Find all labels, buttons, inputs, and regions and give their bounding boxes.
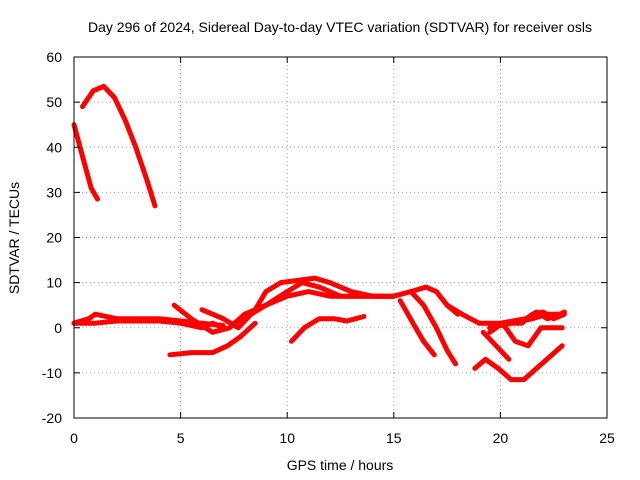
x-tick-label: 0 — [70, 430, 78, 446]
axis-ticks: 0 5 10 15 20 25 -20 -10 0 10 20 30 40 50 60 — [42, 49, 615, 446]
y-tick-label: 20 — [46, 230, 62, 246]
x-tick-label: 25 — [599, 430, 615, 446]
series-line-s13 — [472, 343, 565, 383]
series-line-s16 — [497, 309, 567, 326]
series-line-s7 — [231, 284, 461, 326]
y-tick-label: 10 — [46, 275, 62, 291]
x-tick-label: 10 — [279, 430, 295, 446]
series-line-s4 — [71, 318, 226, 331]
y-tick-label: 30 — [46, 184, 62, 200]
x-tick-label: 20 — [493, 430, 509, 446]
y-axis-label: SDTVAR / TECUs — [6, 182, 22, 294]
series-line-s1 — [71, 122, 100, 202]
series-line-s17 — [480, 329, 512, 362]
series-line-s6 — [199, 275, 397, 331]
series-line-s11 — [408, 289, 459, 367]
y-tick-label: 60 — [46, 49, 62, 65]
series-line-s2 — [80, 83, 158, 209]
series-line-s10 — [397, 298, 437, 358]
series-line-s9 — [289, 314, 367, 344]
x-axis-label: GPS time / hours — [287, 457, 394, 473]
y-tick-label: 50 — [46, 94, 62, 110]
series-group — [71, 83, 567, 383]
y-tick-label: 40 — [46, 139, 62, 155]
y-tick-label: -10 — [42, 365, 62, 381]
chart-title: Day 296 of 2024, Sidereal Day-to-day VTE… — [88, 19, 592, 35]
series-line-s8 — [167, 320, 258, 358]
y-tick-label: -20 — [42, 410, 62, 426]
y-tick-label: 0 — [54, 320, 62, 336]
x-tick-label: 15 — [386, 430, 402, 446]
x-tick-label: 5 — [177, 430, 185, 446]
grid — [74, 57, 607, 418]
